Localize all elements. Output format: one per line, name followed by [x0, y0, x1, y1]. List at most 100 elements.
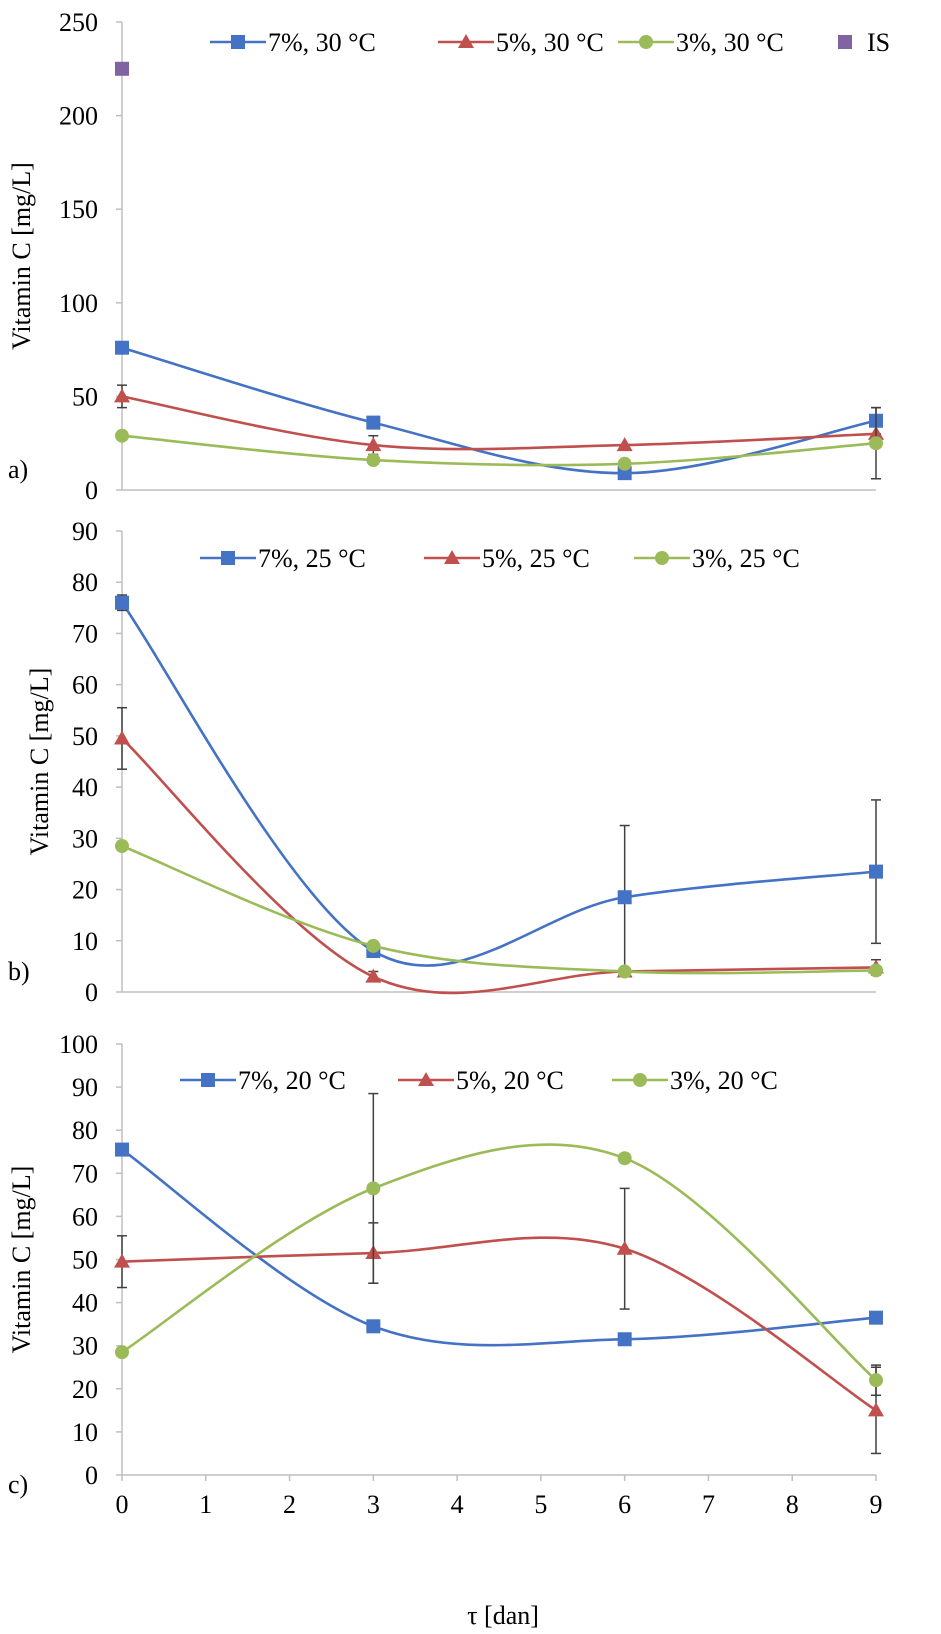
y-tick-label: 80 [72, 568, 98, 597]
legend-marker [418, 1072, 434, 1086]
legend-label: 3%, 30 °C [676, 28, 784, 57]
data-point [617, 456, 632, 471]
data-point [366, 415, 381, 430]
x-tick-label: 1 [199, 1490, 212, 1519]
panel-b-chart: 0 10 20 30 40 50 60 70 80 90 Vitamin C [mg/L] b) 7%,… [8, 517, 884, 1007]
y-tick-label: 40 [72, 1289, 98, 1318]
legend-entry: 3%, 25 °C [634, 544, 800, 573]
legend-marker [838, 35, 852, 49]
legend: 7%, 20 °C 5%, 20 °C 3%, 20 °C [180, 1066, 778, 1095]
legend-entry: 7%, 25 °C [200, 544, 366, 573]
x-tick-label: 6 [618, 1490, 631, 1519]
y-tick-label: 150 [59, 195, 98, 224]
data-point [869, 1373, 883, 1388]
legend-marker [633, 1073, 647, 1087]
data-point [616, 1240, 633, 1255]
data-point [617, 964, 632, 979]
panel-label: b) [8, 957, 30, 986]
legend-entry: 5%, 25 °C [424, 544, 590, 573]
series-3 [115, 1092, 883, 1397]
legend: 7%, 25 °C 5%, 25 °C 3%, 25 °C [200, 544, 800, 573]
data-point [114, 388, 130, 403]
series-2 [114, 1187, 884, 1455]
y-tick-label: 50 [72, 722, 98, 751]
data-point [114, 730, 130, 745]
data-point [869, 436, 883, 451]
series-line [121, 1148, 877, 1347]
y-tick-label: 100 [59, 1030, 98, 1059]
series-line [121, 1143, 877, 1382]
data-point [115, 1142, 129, 1157]
legend-label: 3%, 25 °C [692, 544, 800, 573]
y-tick-label: 0 [85, 978, 98, 1007]
legend-label: 7%, 25 °C [258, 544, 366, 573]
data-point [114, 1253, 130, 1268]
y-tick-label: 30 [72, 1332, 98, 1361]
data-point [115, 595, 129, 610]
data-point [115, 1345, 129, 1360]
data-point [366, 1319, 381, 1334]
series-line [121, 844, 877, 975]
y-tick-label: 200 [59, 102, 98, 131]
legend-marker [639, 35, 653, 49]
legend-marker [655, 551, 669, 565]
legend-marker [231, 35, 245, 49]
series-2 [114, 706, 884, 995]
series-3 [115, 839, 883, 979]
series-line [120, 601, 877, 967]
panel-c-chart: 0 10 20 30 40 50 60 70 80 90 100 0 1 2 3 4 5 6 7 8 9 Vitamin … [7, 1030, 884, 1630]
legend-marker [444, 550, 460, 564]
data-point-is [115, 61, 129, 76]
legend-label: 7%, 30 °C [268, 28, 376, 57]
panel-a-chart: 0 50 100 150 200 250 Vitamin C [mg/L] a) 7%, 30 … [7, 8, 890, 505]
legend-entry: IS [838, 28, 890, 57]
y-axis-label: Vitamin C [mg/L] [7, 1166, 36, 1354]
x-tick-label: 0 [116, 1490, 129, 1519]
y-tick-label: 40 [72, 773, 98, 802]
legend-label: 5%, 30 °C [496, 28, 604, 57]
data-point [115, 839, 129, 854]
data-point [616, 437, 633, 452]
legend-label: 5%, 25 °C [482, 544, 590, 573]
y-tick-label: 100 [59, 289, 98, 318]
legend-entry: 5%, 30 °C [438, 28, 604, 57]
y-tick-label: 90 [72, 1073, 98, 1102]
legend-label: 7%, 20 °C [238, 1066, 346, 1095]
data-point [366, 453, 381, 468]
series-line [121, 737, 877, 995]
data-point [366, 1181, 381, 1196]
y-tick-label: 70 [72, 619, 98, 648]
y-tick-label: 0 [85, 1461, 98, 1490]
y-tick-label: 0 [85, 476, 98, 505]
x-tick-label: 3 [367, 1490, 380, 1519]
x-tick-label: 8 [786, 1490, 799, 1519]
series-1 [115, 340, 883, 481]
panel-label: a) [8, 455, 28, 484]
legend-entry: 7%, 20 °C [180, 1066, 346, 1095]
data-point [365, 968, 382, 983]
legend-marker [201, 1073, 215, 1087]
y-axis-label: Vitamin C [mg/L] [25, 668, 54, 856]
y-tick-label: 10 [72, 1418, 98, 1447]
y-tick-label: 80 [72, 1116, 98, 1145]
y-tick-label: 20 [72, 1375, 98, 1404]
x-axis-label: τ [dan] [467, 1601, 539, 1630]
series-1 [115, 594, 883, 970]
legend-entry: 3%, 20 °C [612, 1066, 778, 1095]
data-point [115, 428, 129, 443]
y-tick-label: 90 [72, 517, 98, 546]
y-tick-label: 60 [72, 1202, 98, 1231]
series-3 [115, 406, 883, 480]
series-1 [115, 1142, 883, 1347]
y-tick-label: 30 [72, 824, 98, 853]
legend-label: 3%, 20 °C [670, 1066, 778, 1095]
y-tick-label: 50 [72, 382, 98, 411]
series-line [121, 1236, 877, 1412]
data-point [115, 340, 129, 355]
series-line [121, 346, 877, 475]
legend-marker [458, 34, 474, 48]
legend-entry: 7%, 30 °C [210, 28, 376, 57]
data-point [617, 1151, 632, 1166]
data-point [868, 1402, 884, 1417]
